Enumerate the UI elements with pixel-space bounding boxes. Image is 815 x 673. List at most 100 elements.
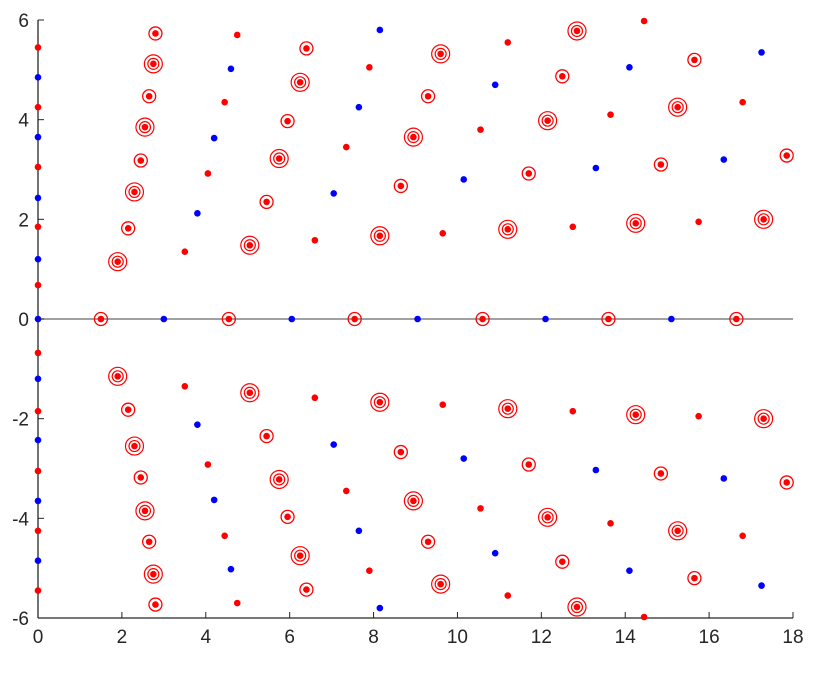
red-dot-point: [34, 527, 42, 535]
red-dot-point: [221, 98, 228, 106]
red-ring-small-point: [133, 470, 148, 485]
red-ring-double-point: [143, 564, 163, 584]
red-ring-double-point: [370, 226, 390, 246]
red-dot-point: [504, 39, 512, 46]
red-dot-point: [221, 532, 228, 540]
red-ring-double-point: [668, 521, 688, 541]
blue-dot-point: [210, 496, 218, 504]
red-dot-point: [181, 248, 189, 256]
x-tick-label: 0: [33, 627, 44, 648]
red-ring-small-point: [259, 194, 274, 210]
red-dot-point: [34, 163, 42, 171]
red-ring-small-point: [653, 157, 669, 172]
red-ring-double-point: [626, 405, 646, 425]
red-dot-point: [366, 64, 373, 71]
red-ring-double-point: [269, 148, 289, 169]
blue-dot-point: [592, 164, 600, 172]
red-ring-small-point: [280, 509, 295, 524]
red-dot-point: [504, 592, 512, 599]
blue-dot-point: [491, 81, 499, 89]
red-dot-point: [34, 349, 42, 357]
red-ring-double-point: [290, 72, 310, 92]
red-dot-point: [233, 31, 241, 39]
blue-dot-point: [668, 315, 675, 323]
red-ring-double-point: [431, 44, 451, 64]
red-ring-double-point: [269, 469, 289, 490]
red-dot-point: [695, 218, 702, 226]
x-tick-label: 12: [531, 627, 552, 648]
red-ring-small-point: [121, 221, 136, 236]
red-ring-small-point: [259, 428, 274, 444]
red-ring-double-point: [567, 21, 587, 41]
red-ring-small-point: [521, 166, 536, 181]
red-ring-small-point: [142, 89, 157, 104]
red-dot-point: [569, 407, 577, 415]
red-ring-small-point: [687, 52, 702, 68]
blue-dot-point: [626, 567, 633, 574]
blue-dot-point: [227, 65, 235, 73]
red-dot-point: [34, 223, 42, 231]
blue-dot-point: [491, 549, 499, 557]
red-ring-double-point: [108, 252, 128, 272]
blue-dot-point: [330, 441, 338, 448]
blue-dot-point: [376, 604, 384, 612]
red-dot-point: [34, 44, 42, 51]
red-ring-double-point: [538, 111, 558, 131]
red-dot-point: [607, 520, 614, 527]
red-ring-small-point: [555, 554, 570, 569]
red-ring-double-point: [403, 127, 424, 147]
red-dot-point: [366, 567, 373, 574]
red-ring-double-point: [754, 209, 774, 229]
red-ring-double-point: [124, 436, 145, 456]
red-ring-double-point: [240, 383, 260, 403]
red-ring-double-point: [135, 117, 155, 137]
red-ring-small-point: [475, 311, 490, 327]
blue-dot-point: [626, 64, 633, 71]
red-ring-double-point: [135, 501, 155, 521]
red-ring-small-point: [221, 311, 236, 327]
red-ring-double-point: [538, 507, 558, 527]
blue-dot-point: [758, 582, 765, 589]
red-ring-small-point: [521, 457, 536, 472]
red-dot-point: [607, 111, 614, 118]
blue-dot-point: [414, 315, 421, 323]
red-ring-small-point: [133, 153, 148, 168]
red-dot-point: [34, 467, 42, 475]
x-tick-label: 6: [284, 627, 295, 648]
blue-dot-point: [194, 421, 201, 428]
red-dot-point: [34, 587, 42, 594]
red-ring-small-point: [299, 41, 314, 56]
red-dot-point: [695, 412, 702, 420]
red-ring-double-point: [240, 235, 260, 255]
red-ring-small-point: [299, 582, 314, 597]
y-tick-label: -6: [12, 609, 29, 630]
y-tick-label: 6: [18, 11, 29, 32]
red-ring-double-point: [668, 97, 688, 117]
blue-dot-point: [227, 565, 235, 573]
blue-dot-point: [34, 497, 42, 505]
red-dot-point: [739, 98, 746, 106]
red-ring-small-point: [393, 178, 408, 194]
red-ring-double-point: [431, 574, 451, 594]
y-tick-label: -4: [12, 509, 29, 530]
red-ring-small-point: [280, 114, 295, 129]
red-ring-small-point: [729, 311, 744, 327]
blue-dot-point: [34, 133, 42, 141]
x-tick-label: 10: [447, 627, 468, 648]
red-ring-small-point: [653, 466, 669, 481]
data-marks: [34, 17, 794, 621]
red-ring-small-point: [420, 89, 436, 104]
red-ring-small-point: [142, 534, 157, 549]
red-ring-double-point: [124, 182, 145, 202]
red-dot-point: [640, 613, 648, 621]
red-dot-point: [204, 170, 212, 177]
blue-dot-point: [758, 49, 765, 56]
red-dot-point: [311, 236, 319, 244]
red-dot-point: [34, 103, 42, 111]
blue-dot-point: [34, 375, 42, 383]
red-ring-small-point: [555, 69, 570, 84]
red-ring-double-point: [403, 491, 424, 511]
x-tick-label: 18: [782, 627, 803, 648]
